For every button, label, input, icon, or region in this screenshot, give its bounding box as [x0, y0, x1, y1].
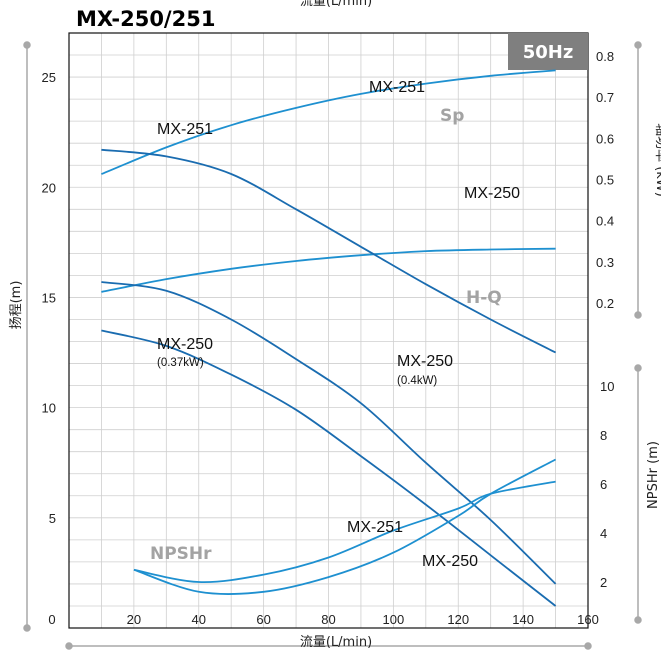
- power-tick-label: 0.2: [596, 296, 614, 311]
- npshr-tick-label: 4: [600, 526, 607, 541]
- head-axis-label: 扬程(m): [9, 281, 24, 330]
- hq-250-power-label: (0.4kW): [397, 375, 437, 387]
- npshr-tick-labels: 2 4 6 8 10: [600, 379, 614, 590]
- power-tick-label: 0.5: [596, 173, 614, 188]
- curves: [101, 69, 557, 607]
- x-tick-label: 40: [192, 612, 206, 627]
- head-tick-labels: 5 10 15 20 25: [42, 70, 56, 526]
- x-tick-label: 80: [321, 612, 335, 627]
- curve-sp_250: [101, 247, 556, 293]
- grid-lines: [69, 33, 588, 628]
- head-tick-label: 20: [42, 180, 56, 195]
- frequency-badge-text: 50Hz: [523, 42, 574, 63]
- x-tick-label: 100: [383, 612, 405, 627]
- head-tick-label: 25: [42, 70, 56, 85]
- sp-251-label: MX-251: [369, 79, 425, 96]
- x-tick-label: 20: [127, 612, 141, 627]
- side-brackets: [23, 41, 642, 650]
- x-tick-label: 0: [48, 612, 55, 627]
- chart-title: MX-250/251: [76, 7, 215, 31]
- x-axis-label: 流量(L/min): [300, 635, 372, 650]
- hq-251-label: MX-251: [157, 121, 213, 138]
- power-tick-label: 0.8: [596, 49, 614, 64]
- head-tick-label: 10: [42, 401, 56, 416]
- power-tick-label: 0.7: [596, 90, 614, 105]
- hq-250b-label: MX-250: [157, 336, 213, 353]
- npsh-251-label: MX-251: [347, 519, 403, 536]
- hq-group-label: H-Q: [466, 288, 502, 308]
- power-tick-label: 0.4: [596, 214, 614, 229]
- top-axis-label: 流量(L/min): [300, 0, 372, 9]
- sp-group-label: Sp: [440, 106, 464, 126]
- hq-250b-power-label: (0.37kW): [157, 357, 204, 369]
- curve-hq_251: [101, 148, 557, 354]
- npshr-group-label: NPSHr: [150, 544, 212, 564]
- npshr-tick-label: 6: [600, 477, 607, 492]
- power-tick-labels: 0.2 0.3 0.4 0.5 0.6 0.7 0.8: [596, 49, 614, 311]
- curve-npsh_250: [133, 458, 557, 596]
- npshr-tick-label: 2: [600, 575, 607, 590]
- x-tick-label: 120: [447, 612, 469, 627]
- npshr-tick-label: 8: [600, 428, 607, 443]
- x-tick-labels: 0 20 40 60 80 100 120 140 160: [48, 612, 598, 627]
- x-tick-label: 60: [256, 612, 270, 627]
- power-tick-label: 0.6: [596, 131, 614, 146]
- x-tick-label: 140: [512, 612, 534, 627]
- frequency-badge: [508, 33, 588, 70]
- npshr-tick-label: 10: [600, 379, 614, 394]
- npshr-axis-label: NPSHr (m): [646, 441, 661, 509]
- power-tick-label: 0.3: [596, 255, 614, 270]
- plot-frame: [68, 32, 589, 629]
- curve-sp_251: [101, 69, 556, 175]
- head-tick-label: 5: [49, 511, 56, 526]
- npsh-250-label: MX-250: [422, 553, 478, 570]
- sp-250-label: MX-250: [464, 185, 520, 202]
- hq-250-label: MX-250: [397, 353, 453, 370]
- head-tick-label: 15: [42, 290, 56, 305]
- curve-hq_250: [101, 281, 557, 585]
- x-tick-label: 160: [577, 612, 599, 627]
- curve-hq_250b: [101, 329, 557, 607]
- power-axis-label: 轴功率 (kW): [653, 123, 661, 197]
